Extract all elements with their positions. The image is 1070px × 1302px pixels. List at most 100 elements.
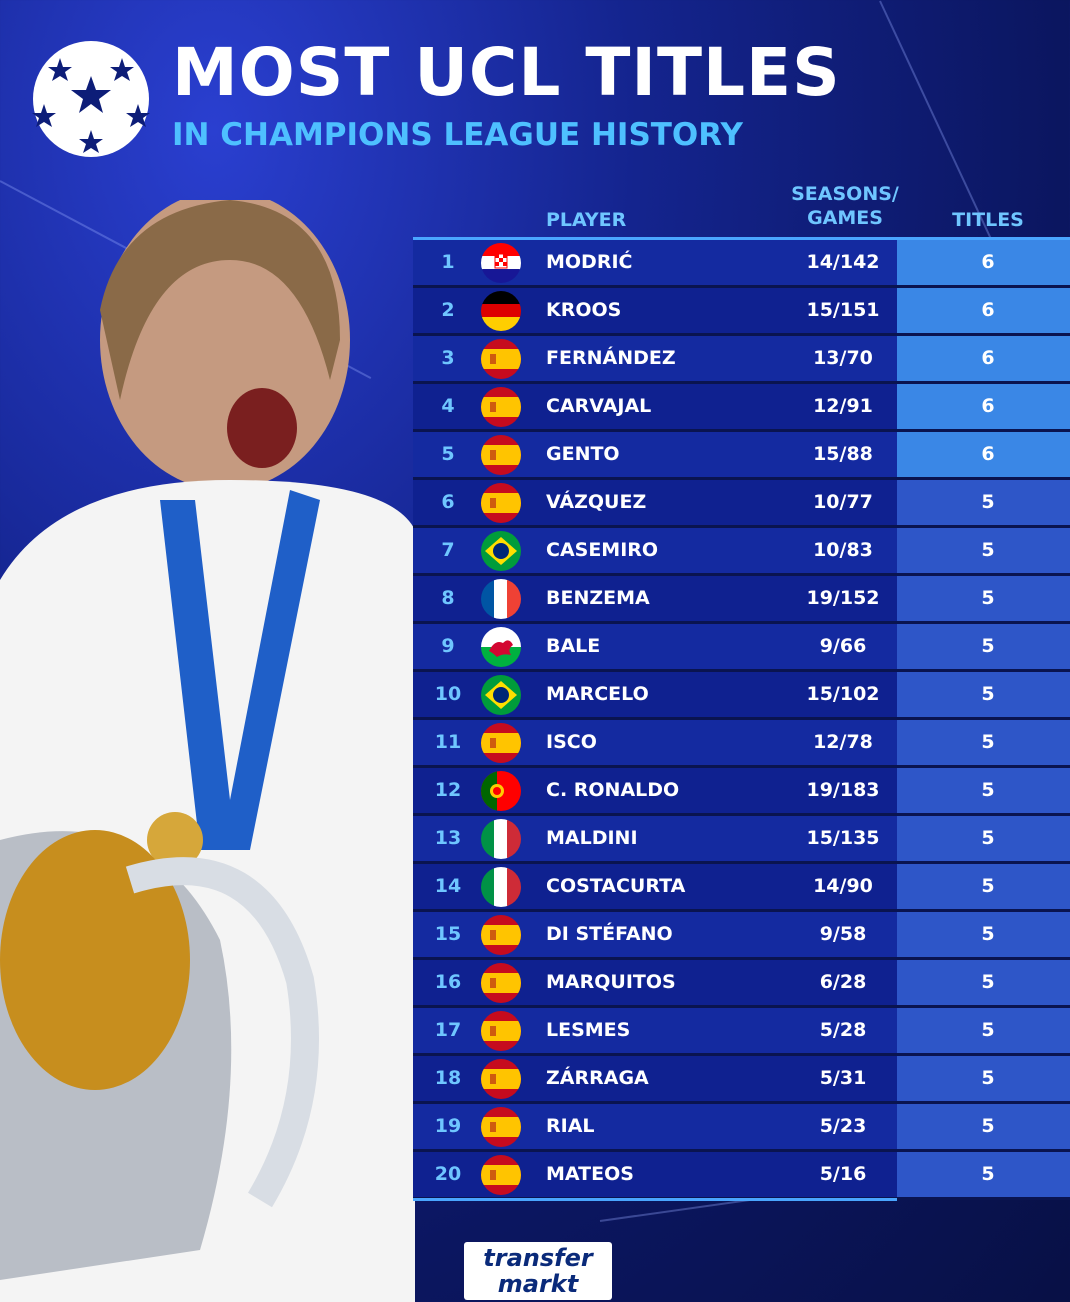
- player-with-trophy-image: [0, 200, 415, 1302]
- player-name: ZÁRRAGA: [546, 1067, 649, 1089]
- seasons-games-cell: 9/58: [819, 923, 867, 945]
- rank-cell: 12: [434, 779, 462, 801]
- rank-cell: 4: [441, 395, 455, 417]
- titles-cell: 5: [981, 1163, 995, 1185]
- titles-cell: 5: [981, 1067, 995, 1089]
- player-name: RIAL: [546, 1115, 595, 1137]
- player-name: BENZEMA: [546, 587, 650, 609]
- player-name: VÁZQUEZ: [546, 491, 647, 513]
- table-row: 9 BALE 9/66 5: [413, 624, 1070, 672]
- germany-flag-icon: [481, 291, 521, 331]
- titles-cell: 5: [981, 1019, 995, 1041]
- rank-cell: 9: [441, 635, 455, 657]
- rank-cell: 18: [434, 1067, 462, 1089]
- page-title: MOST UCL TITLES: [172, 34, 841, 111]
- brand-line2: markt: [497, 1270, 579, 1298]
- table-row: 8 BENZEMA 19/152 5: [413, 576, 1070, 624]
- player-name: MARCELO: [546, 683, 649, 705]
- seasons-games-cell: 19/183: [806, 779, 880, 801]
- seasons-games-cell: 15/135: [806, 827, 880, 849]
- spain-flag-icon: [481, 483, 521, 523]
- player-name: FERNÁNDEZ: [546, 347, 676, 369]
- table-row: 12 C. RONALDO 19/183 5: [413, 768, 1070, 816]
- titles-cell: 6: [981, 443, 995, 465]
- titles-cell: 6: [981, 347, 995, 369]
- titles-cell: 5: [981, 491, 995, 513]
- rank-cell: 10: [434, 683, 462, 705]
- player-name: COSTACURTA: [546, 875, 686, 897]
- rank-cell: 13: [434, 827, 462, 849]
- brazil-flag-icon: [481, 675, 521, 715]
- table-row: 5 GENTO 15/88 6: [413, 432, 1070, 480]
- table-row: 17 LESMES 5/28 5: [413, 1008, 1070, 1056]
- background-line: [879, 0, 1008, 274]
- wales-flag-icon: [481, 627, 521, 667]
- column-header-seasons-line2: GAMES: [807, 207, 883, 229]
- seasons-games-cell: 15/102: [806, 683, 880, 705]
- croatia-flag-icon: [481, 243, 521, 283]
- player-name: LESMES: [546, 1019, 631, 1041]
- table-row: 7 CASEMIRO 10/83 5: [413, 528, 1070, 576]
- spain-flag-icon: [481, 915, 521, 955]
- ucl-starball-icon: [32, 41, 150, 157]
- table-row: 4 CARVAJAL 12/91 6: [413, 384, 1070, 432]
- titles-cell: 5: [981, 587, 995, 609]
- portugal-flag-icon: [481, 771, 521, 811]
- column-header-titles: TITLES: [952, 209, 1024, 231]
- seasons-games-cell: 12/91: [813, 395, 873, 417]
- titles-cell: 6: [981, 395, 995, 417]
- titles-cell: 5: [981, 539, 995, 561]
- seasons-games-cell: 10/77: [813, 491, 873, 513]
- table-row: 16 MARQUITOS 6/28 5: [413, 960, 1070, 1008]
- table-row: 19 RIAL 5/23 5: [413, 1104, 1070, 1152]
- table-row: 13 MALDINI 15/135 5: [413, 816, 1070, 864]
- titles-cell: 5: [981, 923, 995, 945]
- rank-cell: 6: [441, 491, 455, 513]
- seasons-games-cell: 15/88: [813, 443, 873, 465]
- italy-flag-icon: [481, 819, 521, 859]
- page-subtitle: IN CHAMPIONS LEAGUE HISTORY: [172, 117, 743, 153]
- titles-cell: 5: [981, 731, 995, 753]
- transfermarkt-logo: transfer markt: [464, 1242, 612, 1300]
- player-name: ISCO: [546, 731, 597, 753]
- table-row: 15 DI STÉFANO 9/58 5: [413, 912, 1070, 960]
- rank-cell: 15: [434, 923, 462, 945]
- seasons-games-cell: 5/23: [819, 1115, 867, 1137]
- player-name: C. RONALDO: [546, 779, 680, 801]
- rank-cell: 11: [434, 731, 462, 753]
- player-name: DI STÉFANO: [546, 923, 673, 945]
- spain-flag-icon: [481, 1155, 521, 1195]
- player-name: CASEMIRO: [546, 539, 659, 561]
- rank-cell: 19: [434, 1115, 462, 1137]
- france-flag-icon: [481, 579, 521, 619]
- table-row: 14 COSTACURTA 14/90 5: [413, 864, 1070, 912]
- seasons-games-cell: 15/151: [806, 299, 880, 321]
- table-row: 2 KROOS 15/151 6: [413, 288, 1070, 336]
- italy-flag-icon: [481, 867, 521, 907]
- seasons-games-cell: 19/152: [806, 587, 880, 609]
- spain-flag-icon: [481, 1011, 521, 1051]
- seasons-games-cell: 6/28: [819, 971, 867, 993]
- table-row: 1 MODRIĆ 14/142 6: [413, 240, 1070, 288]
- rank-cell: 2: [441, 299, 455, 321]
- titles-cell: 5: [981, 827, 995, 849]
- rank-cell: 14: [434, 875, 462, 897]
- seasons-games-cell: 14/142: [806, 251, 880, 273]
- player-name: MATEOS: [546, 1163, 634, 1185]
- brand-line1: transfer: [483, 1244, 593, 1272]
- table-row: 18 ZÁRRAGA 5/31 5: [413, 1056, 1070, 1104]
- rank-cell: 3: [441, 347, 455, 369]
- seasons-games-cell: 5/28: [819, 1019, 867, 1041]
- titles-cell: 5: [981, 683, 995, 705]
- rank-cell: 7: [441, 539, 455, 561]
- player-name: CARVAJAL: [546, 395, 652, 417]
- titles-cell: 5: [981, 635, 995, 657]
- table-row: 10 MARCELO 15/102 5: [413, 672, 1070, 720]
- seasons-games-cell: 5/31: [819, 1067, 867, 1089]
- rank-cell: 1: [441, 251, 455, 273]
- column-header-seasons-games: SEASONS/ GAMES: [780, 182, 910, 230]
- titles-cell: 5: [981, 779, 995, 801]
- rank-cell: 5: [441, 443, 455, 465]
- column-header-player: PLAYER: [546, 209, 627, 231]
- seasons-games-cell: 13/70: [813, 347, 873, 369]
